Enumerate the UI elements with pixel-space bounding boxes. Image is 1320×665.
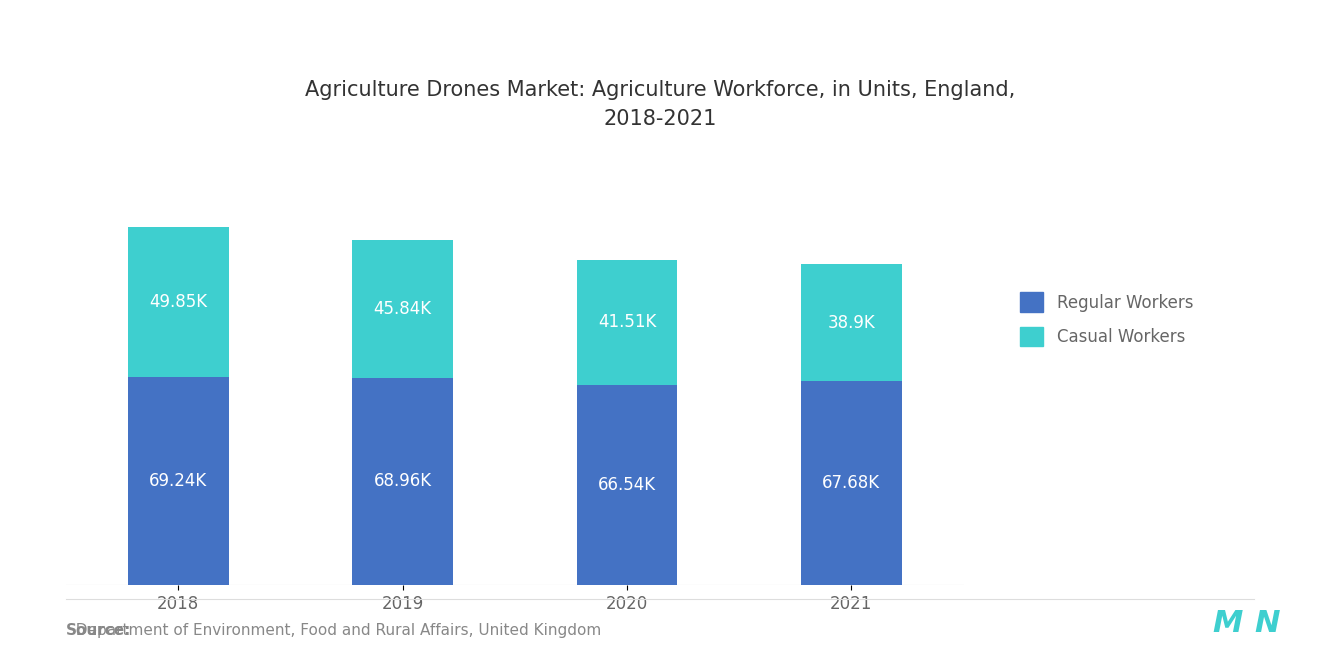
Text: Agriculture Drones Market: Agriculture Workforce, in Units, England,
2018-2021: Agriculture Drones Market: Agriculture W…	[305, 80, 1015, 130]
Text: M: M	[1212, 609, 1243, 638]
Bar	[128, 227, 228, 377]
Text: Source:: Source:	[66, 623, 132, 638]
Bar	[801, 382, 902, 585]
Text: 67.68K: 67.68K	[822, 474, 880, 492]
Bar	[128, 377, 228, 585]
Text: 45.84K: 45.84K	[374, 300, 432, 318]
Bar	[577, 260, 677, 385]
Text: 49.85K: 49.85K	[149, 293, 207, 311]
Text: N: N	[1254, 609, 1280, 638]
Bar	[801, 265, 902, 382]
Bar	[352, 239, 453, 378]
Text: 41.51K: 41.51K	[598, 313, 656, 331]
Text: 69.24K: 69.24K	[149, 472, 207, 490]
Bar	[352, 378, 453, 585]
Text: Department of Environment, Food and Rural Affairs, United Kingdom: Department of Environment, Food and Rura…	[66, 623, 601, 638]
Bar	[577, 385, 677, 585]
Text: 38.9K: 38.9K	[828, 314, 875, 332]
Text: 66.54K: 66.54K	[598, 476, 656, 494]
Legend: Regular Workers, Casual Workers: Regular Workers, Casual Workers	[1011, 284, 1201, 354]
Text: 68.96K: 68.96K	[374, 472, 432, 490]
